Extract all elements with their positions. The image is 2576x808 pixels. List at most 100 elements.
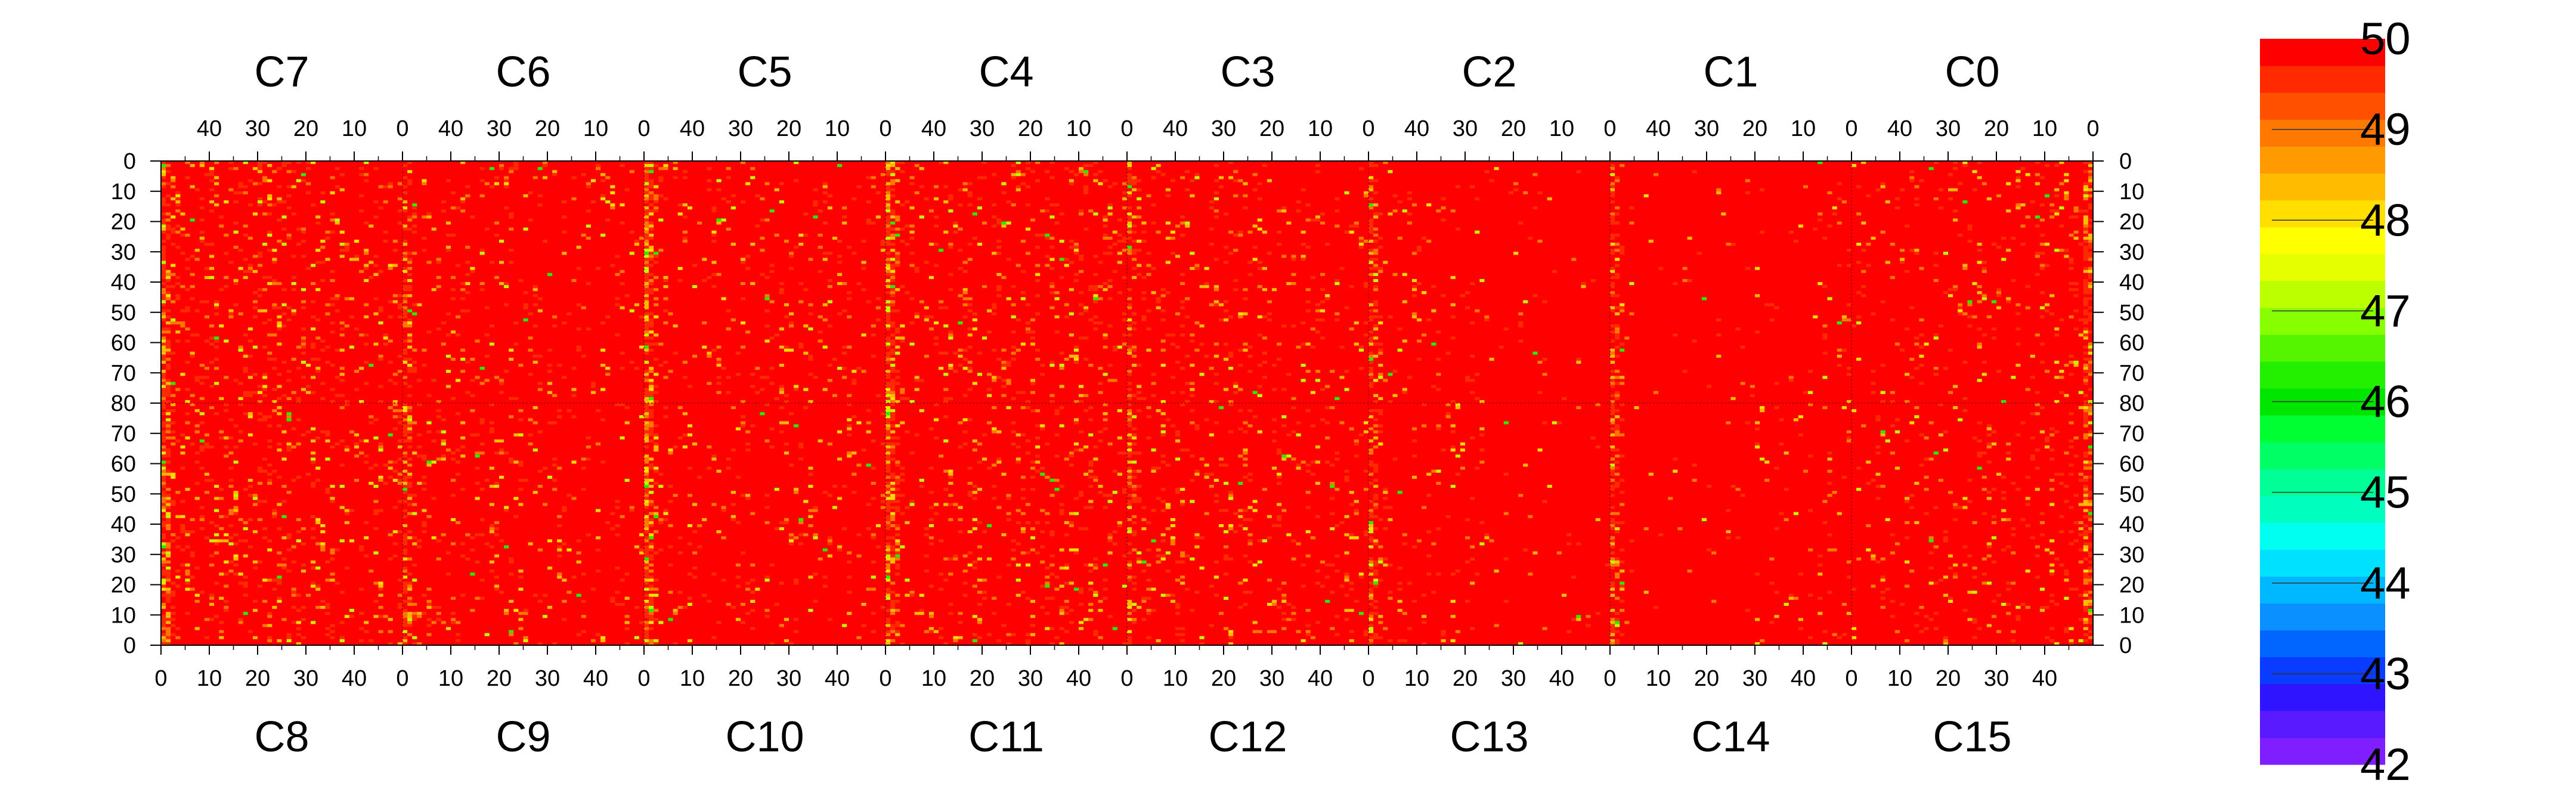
heatmap-cell	[1224, 309, 1229, 312]
heatmap-cell	[890, 448, 896, 452]
heatmap-cell	[518, 463, 524, 467]
heatmap-cell	[204, 472, 209, 476]
heatmap-cell	[1098, 367, 1103, 370]
heatmap-cell	[277, 315, 282, 318]
heatmap-cell	[730, 503, 736, 506]
heatmap-cell	[886, 488, 891, 491]
heatmap-cell	[325, 602, 330, 606]
heatmap-cell	[1373, 327, 1379, 331]
heatmap-cell	[1001, 385, 1007, 388]
heatmap-cell	[948, 288, 953, 292]
heatmap-cell	[1320, 418, 1326, 422]
heatmap-cell	[818, 270, 823, 273]
heatmap-cell	[600, 173, 606, 177]
heatmap-cell	[1320, 318, 1326, 321]
heatmap-cell	[219, 324, 224, 328]
heatmap-cell	[402, 206, 408, 210]
heatmap-cell	[649, 521, 654, 524]
heatmap-cell	[682, 376, 688, 379]
heatmap-cell	[262, 376, 268, 379]
heatmap-cell	[1411, 288, 1417, 292]
heatmap-cell	[267, 318, 273, 321]
heatmap-cell	[1368, 636, 1374, 639]
heatmap-cell	[726, 167, 731, 171]
heatmap-cell	[262, 176, 268, 179]
heatmap-cell	[523, 194, 528, 197]
heatmap-cell	[320, 397, 326, 400]
heatmap-cell	[813, 376, 818, 379]
heatmap-cell	[1301, 460, 1306, 464]
heatmap-cell	[566, 548, 572, 552]
heatmap-cell	[243, 391, 248, 394]
heatmap-cell	[1127, 306, 1132, 309]
heatmap-cell	[1296, 200, 1301, 204]
heatmap-cell	[402, 294, 408, 298]
heatmap-cell	[291, 606, 296, 609]
heatmap-cell	[658, 176, 664, 179]
heatmap-cell	[735, 373, 741, 376]
heatmap-cell	[1407, 212, 1412, 216]
heatmap-cell	[1243, 182, 1248, 185]
heatmap-cell	[219, 572, 224, 576]
heatmap-cell	[634, 243, 639, 246]
heatmap-cell	[1175, 433, 1181, 436]
heatmap-cell	[267, 282, 273, 286]
heatmap-cell	[861, 333, 866, 337]
heatmap-cell	[407, 475, 413, 479]
heatmap-cell	[479, 421, 485, 425]
heatmap-cell	[1175, 488, 1181, 491]
heatmap-cell	[311, 327, 316, 331]
heatmap-cell	[1277, 524, 1282, 528]
heatmap-cell	[1368, 627, 1374, 630]
heatmap-cell	[707, 167, 712, 171]
heatmap-cell	[1073, 400, 1079, 403]
heatmap-cell	[649, 485, 654, 488]
heatmap-cell	[886, 327, 891, 331]
heatmap-cell	[789, 539, 794, 543]
heatmap-cell	[649, 578, 654, 582]
heatmap-cell	[977, 521, 982, 524]
heatmap-cell	[311, 527, 316, 531]
heatmap-cell	[658, 218, 664, 222]
heatmap-cell	[1132, 618, 1137, 621]
heatmap-cell	[895, 288, 900, 292]
heatmap-cell	[330, 500, 335, 503]
heatmap-cell	[407, 457, 413, 461]
heatmap-cell	[306, 593, 311, 597]
heatmap-cell	[596, 548, 601, 552]
heatmap-cell	[730, 206, 736, 210]
heatmap-cell	[373, 167, 379, 171]
heatmap-cell	[871, 185, 876, 188]
heatmap-cell	[252, 373, 258, 376]
heatmap-cell	[827, 618, 832, 621]
heatmap-cell	[557, 548, 562, 552]
heatmap-cell	[1006, 221, 1011, 225]
heatmap-cell	[1107, 206, 1113, 210]
heatmap-cell	[644, 188, 649, 191]
heatmap-cell	[741, 602, 746, 606]
heatmap-cell	[1132, 354, 1137, 358]
heatmap-cell	[1045, 612, 1050, 615]
heatmap-cell	[1132, 176, 1137, 179]
heatmap-cell	[161, 424, 166, 428]
heatmap-cell	[600, 179, 606, 182]
heatmap-cell	[311, 203, 316, 207]
heatmap-cell	[1373, 309, 1379, 312]
heatmap-cell	[562, 509, 567, 512]
heatmap-cell	[1402, 209, 1407, 213]
heatmap-cell	[209, 243, 215, 246]
heatmap-cell	[513, 397, 519, 400]
heatmap-cell	[1190, 500, 1195, 503]
heatmap-cell	[745, 497, 751, 500]
heatmap-cell	[344, 249, 349, 252]
heatmap-cell	[402, 581, 408, 585]
heatmap-cell	[166, 170, 171, 174]
heatmap-cell	[166, 469, 171, 473]
heatmap-cell	[1035, 161, 1041, 165]
heatmap-cell	[644, 587, 649, 591]
heatmap-cell	[1411, 285, 1417, 289]
heatmap-cell	[262, 536, 268, 540]
heatmap-cell	[1228, 351, 1234, 355]
heatmap-cell	[1137, 551, 1142, 555]
heatmap-cell	[301, 327, 306, 331]
